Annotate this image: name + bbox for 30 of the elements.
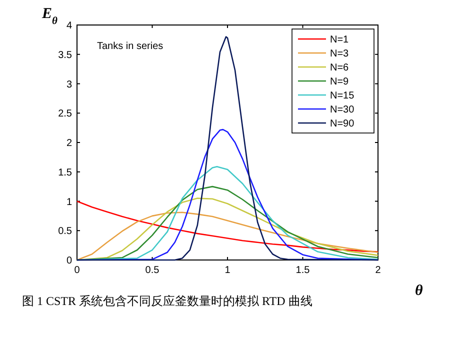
x-tick-label: 2 bbox=[375, 265, 382, 276]
y-tick-label: 4 bbox=[66, 20, 72, 32]
legend-label: N=1 bbox=[330, 34, 350, 46]
line-series bbox=[76, 186, 379, 261]
line-series bbox=[76, 198, 379, 261]
x-tick-label: 0.5 bbox=[145, 265, 160, 276]
caption: 图 1 CSTR 系统包含不同反应釜数量时的模拟 RTD 曲线 bbox=[22, 294, 312, 308]
x-tick-label: 1 bbox=[224, 265, 231, 276]
legend-label: N=3 bbox=[330, 48, 350, 60]
y-tick-label: 0.5 bbox=[58, 226, 72, 238]
line-series bbox=[76, 36, 379, 261]
line-series bbox=[76, 212, 379, 261]
legend-label: N=30 bbox=[330, 104, 355, 116]
x-tick-label: 0 bbox=[74, 265, 80, 276]
y-axis-title: E$_{θ}$ bbox=[41, 6, 58, 26]
line-series bbox=[76, 200, 379, 252]
legend-label: N=90 bbox=[330, 118, 355, 130]
x-tick-label: 1.5 bbox=[296, 265, 310, 276]
y-tick-label: 2 bbox=[66, 138, 72, 149]
y-tick-label: 0 bbox=[66, 256, 72, 266]
annotation: Tanks in series bbox=[97, 41, 164, 52]
legend-label: N=15 bbox=[330, 90, 355, 102]
y-tick-label: 3.5 bbox=[58, 50, 72, 61]
x-axis-title: θ bbox=[415, 283, 423, 299]
y-tick-label: 2.5 bbox=[58, 108, 72, 120]
y-tick-label: 1.5 bbox=[58, 167, 72, 178]
legend-label: N=6 bbox=[330, 62, 350, 74]
legend-label: N=9 bbox=[330, 76, 350, 88]
y-tick-label: 1 bbox=[66, 196, 72, 208]
y-tick-label: 3 bbox=[66, 79, 72, 90]
